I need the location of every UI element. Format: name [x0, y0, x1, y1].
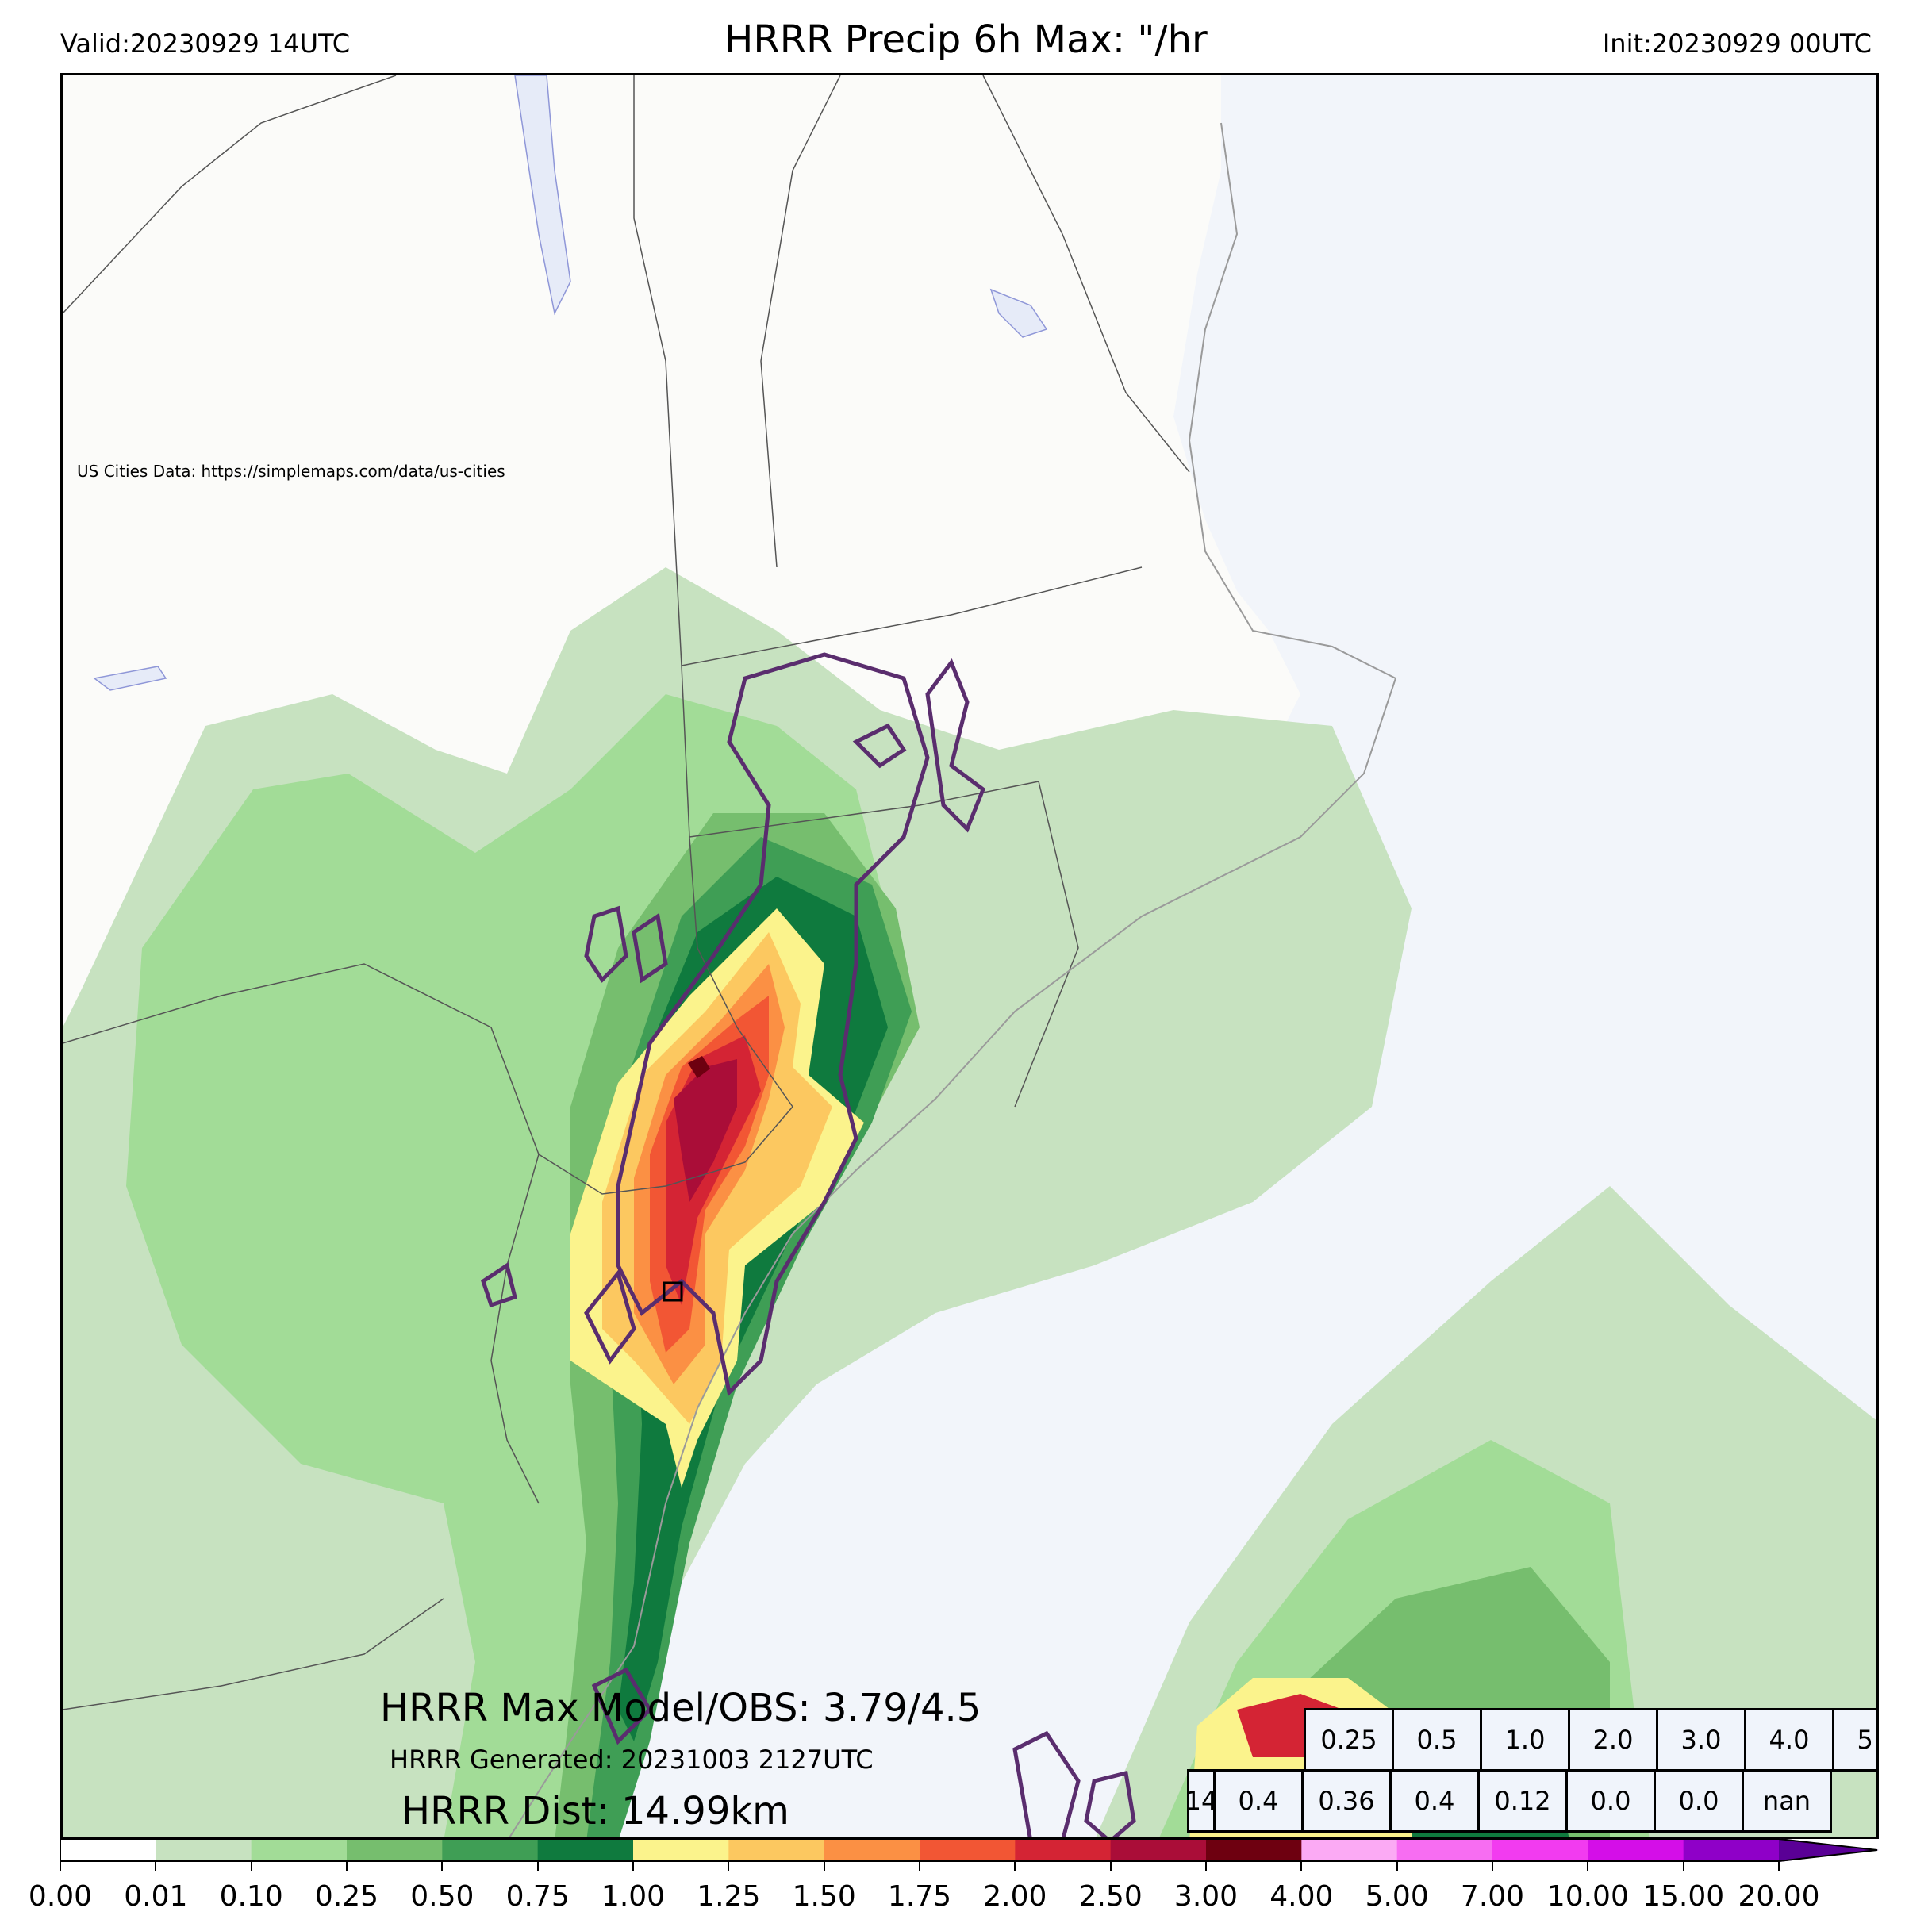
colorbar-segment — [920, 1838, 1016, 1862]
colorbar-segment — [537, 1838, 634, 1862]
colorbar-tick-label: 7.00 — [1460, 1880, 1525, 1913]
colorbar-tick — [1492, 1862, 1493, 1871]
city-data-attribution: US Cities Data: https://simplemaps.com/d… — [77, 462, 505, 481]
stats-cell: 0.4 — [1389, 1769, 1480, 1833]
colorbar-segment — [251, 1838, 348, 1862]
colorbar-tick-label: 0.25 — [314, 1880, 379, 1913]
colorbar-segment — [1301, 1838, 1398, 1862]
valid-time-label: Valid:20230929 14UTC — [60, 29, 351, 59]
colorbar-tick-label: 0.75 — [505, 1880, 570, 1913]
colorbar-tick — [1396, 1862, 1398, 1871]
colorbar-tick-label: 1.00 — [601, 1880, 666, 1913]
generated-time-label: HRRR Generated: 20231003 2127UTC — [390, 1745, 874, 1775]
colorbar-tick — [728, 1862, 730, 1871]
colorbar-tick — [1205, 1862, 1207, 1871]
colorbar-segment — [633, 1838, 729, 1862]
colorbar-tick-label: 0.00 — [28, 1880, 93, 1913]
colorbar-tick-label: 2.00 — [983, 1880, 1047, 1913]
colorbar — [60, 1838, 1879, 1862]
colorbar-tick — [1300, 1862, 1303, 1871]
colorbar-segment — [1588, 1838, 1684, 1862]
colorbar-tick — [1587, 1862, 1589, 1871]
colorbar-tick-label: 4.00 — [1269, 1880, 1334, 1913]
lake — [93, 666, 167, 691]
lake — [989, 288, 1048, 338]
stats-cell: 0.0 — [1565, 1769, 1656, 1833]
coastline — [509, 122, 1397, 1837]
colorbar-segment — [824, 1838, 920, 1862]
colorbar-tick — [250, 1862, 252, 1871]
colorbar-tick-label: 0.01 — [124, 1880, 188, 1913]
map-canvas — [63, 75, 1876, 1837]
colorbar-tick-label: 1.25 — [697, 1880, 761, 1913]
stats-cell: 3.0 — [1656, 1708, 1746, 1772]
colorbar-tick-label: 0.50 — [410, 1880, 474, 1913]
colorbar-segment — [1683, 1838, 1780, 1862]
colorbar-tick — [919, 1862, 920, 1871]
colorbar-tick-label: 15.00 — [1642, 1880, 1725, 1913]
colorbar-tick-label: 10.00 — [1546, 1880, 1629, 1913]
stats-cell: 4.0 — [1744, 1708, 1834, 1772]
colorbar-tick — [823, 1862, 825, 1871]
colorbar-tick — [1109, 1862, 1112, 1871]
stats-cell: 5.0 — [1832, 1708, 1876, 1772]
colorbar-segment — [728, 1838, 825, 1862]
colorbar-tick — [536, 1862, 539, 1871]
colorbar-segment — [1015, 1838, 1112, 1862]
colorbar-tick — [155, 1862, 157, 1871]
state-borders — [63, 75, 1190, 1710]
colorbar-tick — [60, 1862, 61, 1871]
colorbar-tick — [1778, 1862, 1780, 1871]
stats-value-row: 14 0.4 0.36 0.4 0.12 0.0 0.0 nan — [1185, 1769, 1832, 1833]
stats-cell: 0.5 — [1392, 1708, 1482, 1772]
colorbar-tick-label: 0.10 — [219, 1880, 283, 1913]
colorbar-outline — [60, 1838, 1878, 1862]
colorbar-segment — [1206, 1838, 1302, 1862]
obs-contours — [481, 652, 1136, 1837]
colorbar-tick-label: 3.00 — [1173, 1880, 1239, 1913]
colorbar-tick-label: 2.50 — [1078, 1880, 1143, 1913]
colorbar-tick — [632, 1862, 634, 1871]
precip-map[interactable]: US Cities Data: https://simplemaps.com/d… — [60, 73, 1879, 1839]
stats-cell: 0.4 — [1213, 1769, 1304, 1833]
colorbar-tick-label: 20.00 — [1738, 1880, 1820, 1913]
max-model-obs-label: HRRR Max Model/OBS: 3.79/4.5 — [380, 1686, 981, 1730]
stats-cell: 2.0 — [1568, 1708, 1658, 1772]
stats-cell: nan — [1742, 1769, 1832, 1833]
colorbar-tick — [1682, 1862, 1684, 1871]
colorbar-tick — [346, 1862, 348, 1871]
colorbar-segment — [1396, 1838, 1493, 1862]
lake — [514, 75, 571, 316]
stats-cell: 1.0 — [1480, 1708, 1570, 1772]
colorbar-segment — [1492, 1838, 1588, 1862]
colorbar-tick-label: 1.50 — [792, 1880, 856, 1913]
stats-cell: 0.0 — [1654, 1769, 1744, 1833]
colorbar-segment — [347, 1838, 443, 1862]
init-time-label: Init:20230929 00UTC — [1602, 29, 1872, 59]
stats-cell: 0.36 — [1301, 1769, 1392, 1833]
stats-cell: 14 — [1185, 1769, 1217, 1833]
colorbar-segment — [1110, 1838, 1207, 1862]
stats-cell: 0.12 — [1477, 1769, 1568, 1833]
obs-max-marker — [663, 1281, 683, 1302]
colorbar-segment — [156, 1838, 252, 1862]
colorbar-extend-arrow — [1779, 1838, 1879, 1862]
colorbar-tick-label: 5.00 — [1365, 1880, 1429, 1913]
chart-title: HRRR Precip 6h Max: "/hr — [724, 17, 1208, 62]
stats-cell: 0.25 — [1304, 1708, 1394, 1772]
stats-threshold-row: 0.25 0.5 1.0 2.0 3.0 4.0 5.0 — [1304, 1708, 1876, 1772]
colorbar-tick — [441, 1862, 444, 1871]
colorbar-tick — [1014, 1862, 1016, 1871]
distance-label: HRRR Dist: 14.99km — [401, 1789, 789, 1833]
colorbar-segment — [442, 1838, 539, 1862]
colorbar-tick-label: 1.75 — [887, 1880, 952, 1913]
colorbar-segment — [60, 1838, 156, 1862]
